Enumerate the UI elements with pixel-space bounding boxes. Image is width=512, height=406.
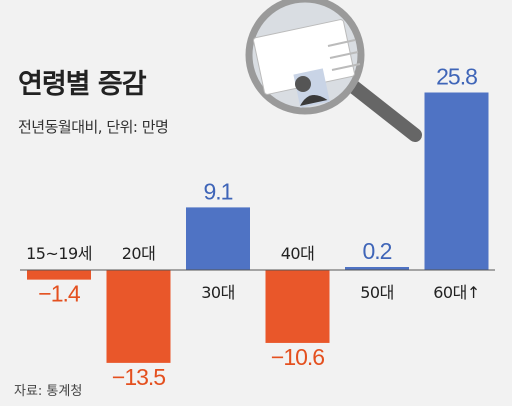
source-note: 자료: 통계청 (14, 384, 83, 399)
value-label: 0.2 (363, 238, 392, 264)
bar (424, 92, 489, 270)
value-label: 25.8 (436, 63, 477, 89)
chart-title: 연령별 증감 (18, 69, 147, 100)
bar (27, 270, 91, 280)
bar (106, 270, 171, 363)
category-label: 40대 (281, 244, 315, 263)
bar (265, 270, 330, 343)
value-label: −13.5 (112, 364, 165, 390)
category-label: 30대 (201, 283, 235, 302)
category-label: 15~19세 (26, 244, 92, 263)
bar (345, 267, 409, 270)
category-label: 50대 (360, 283, 394, 302)
bar (186, 207, 250, 270)
value-label: 9.1 (204, 178, 233, 204)
chart-subtitle: 전년동월대비, 단위: 만명 (18, 118, 169, 136)
magnifier-icon (245, 0, 422, 142)
value-label: −1.4 (38, 281, 81, 307)
category-label: 60대↑ (433, 283, 480, 302)
category-label: 20대 (122, 244, 156, 263)
value-label: −10.6 (271, 344, 324, 370)
